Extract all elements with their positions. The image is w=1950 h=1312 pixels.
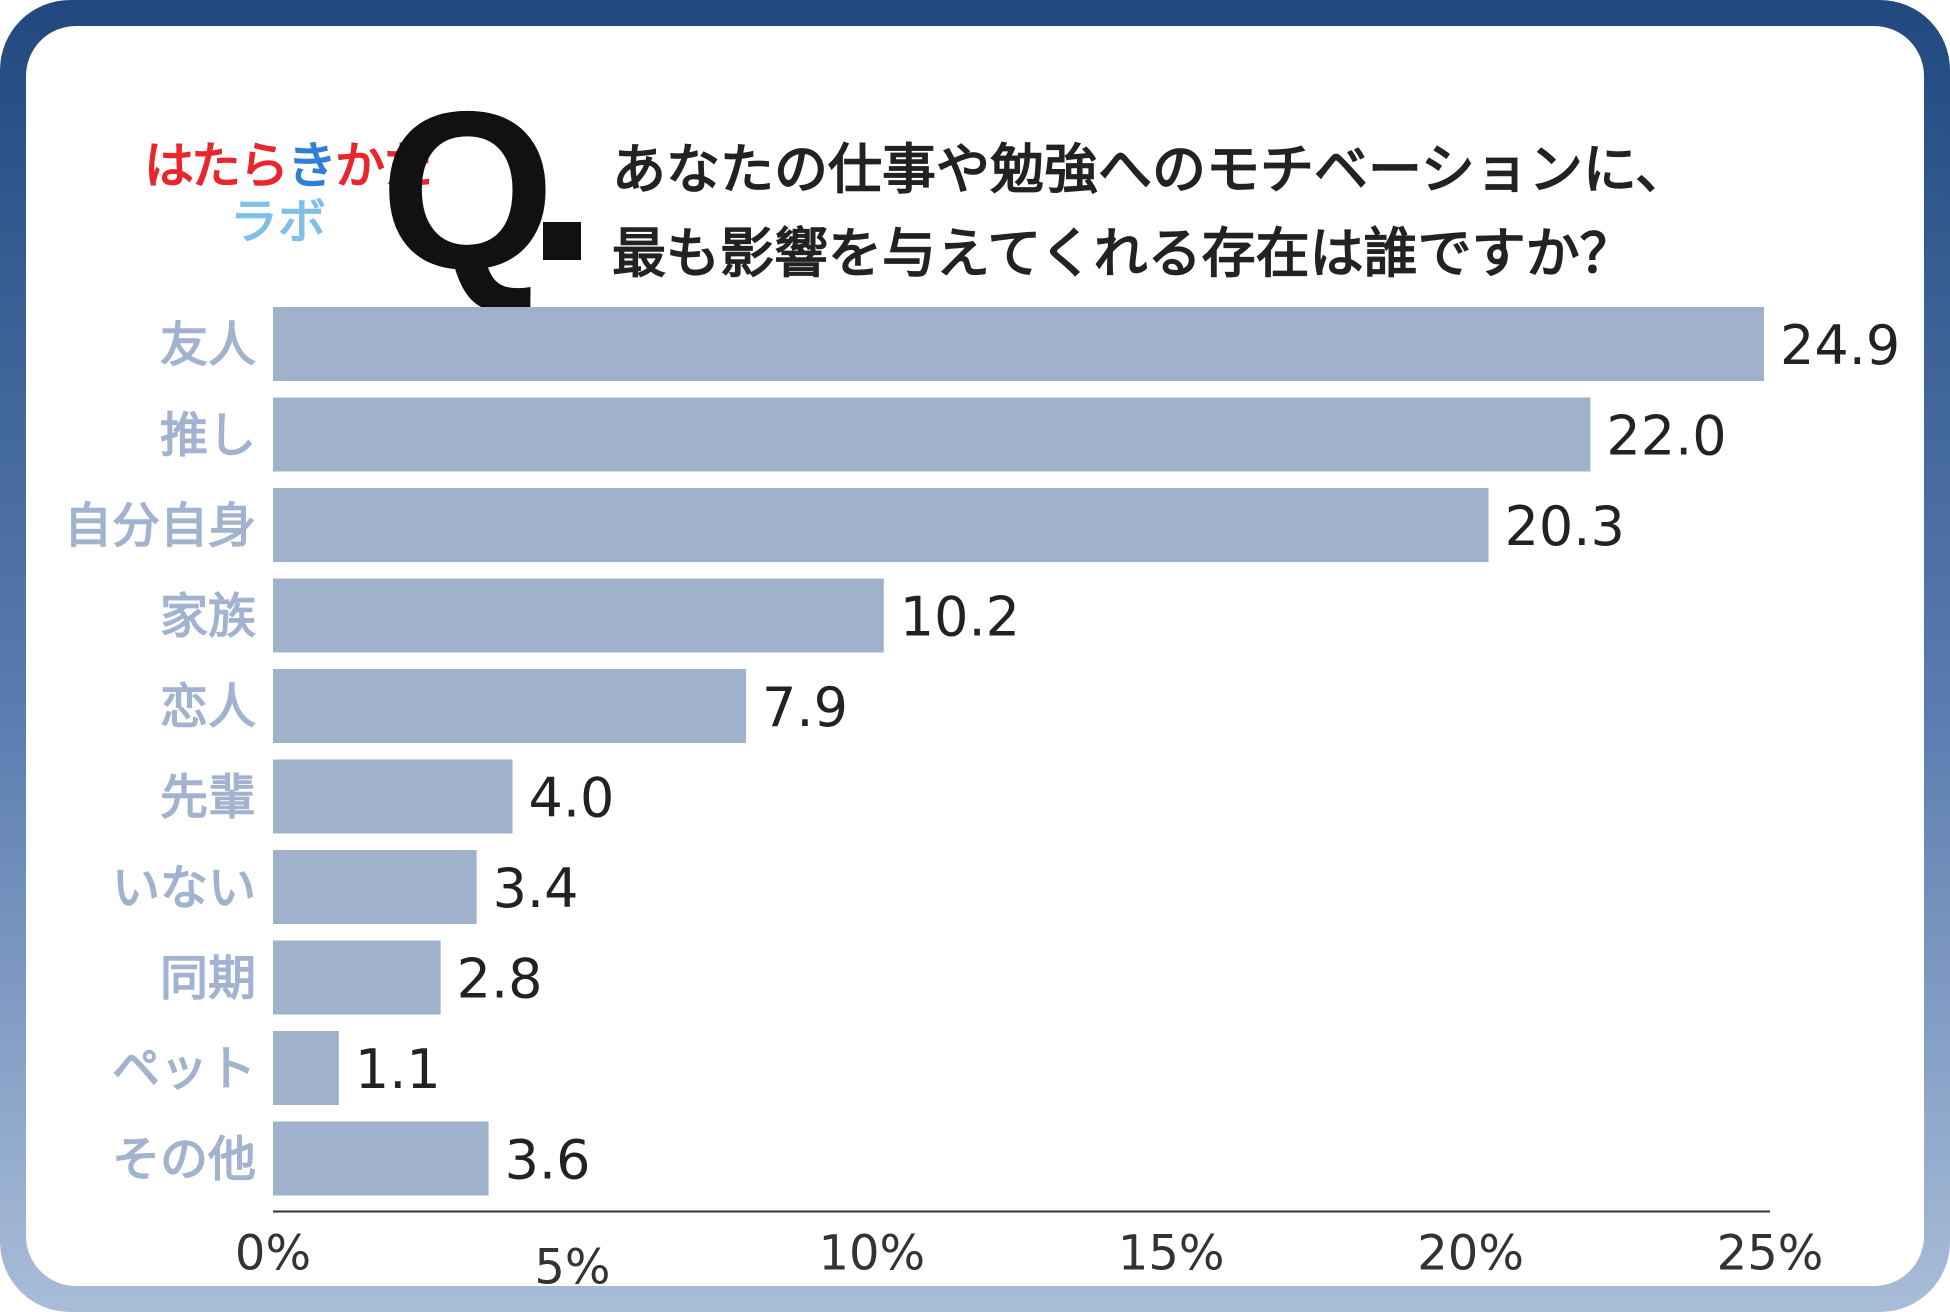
bar <box>273 940 441 1015</box>
category-label: 家族 <box>160 589 256 645</box>
logo-line-1: はたらきかた <box>144 126 433 198</box>
question-bullet-square <box>543 222 581 260</box>
value-label: 3.4 <box>493 857 579 920</box>
category-label: いない <box>112 860 256 916</box>
category-label: 推し <box>160 408 256 464</box>
question-text: あなたの仕事や勉強へのモチベーションに、 最も影響を与えてくれる存在は誰ですか？ <box>612 128 1872 296</box>
value-label: 7.9 <box>762 676 848 739</box>
x-tick-label: 20% <box>1417 1226 1524 1282</box>
category-label: 同期 <box>160 951 256 1007</box>
category-label: ペット <box>112 1041 256 1097</box>
value-label: 4.0 <box>529 767 615 830</box>
bar <box>273 850 477 924</box>
value-label: 2.8 <box>457 948 543 1011</box>
logo-char: き <box>287 137 337 195</box>
category-label: 恋人 <box>160 679 256 735</box>
x-tick-label: 0% <box>235 1226 311 1282</box>
question-mark-q: Q <box>380 64 556 316</box>
logo-char: か <box>335 137 385 195</box>
category-label: 自分自身 <box>64 498 256 554</box>
value-label: 1.1 <box>355 1038 441 1101</box>
bar <box>273 307 1765 381</box>
category-label: その他 <box>112 1132 256 1188</box>
logo-char: た <box>191 137 241 195</box>
question-line-1: あなたの仕事や勉強へのモチベーションに、 <box>612 138 1690 201</box>
value-label: 22.0 <box>1606 405 1726 468</box>
bar <box>273 759 513 834</box>
value-label: 10.2 <box>900 586 1020 649</box>
logo-char: は <box>144 137 193 195</box>
x-tick-label: 25% <box>1717 1226 1824 1282</box>
bar <box>273 1121 489 1196</box>
bar <box>273 397 1591 472</box>
category-label: 友人 <box>160 317 256 373</box>
x-tick-label: 10% <box>818 1226 925 1282</box>
card-panel: はたらきかた ラボ <box>26 26 1924 1286</box>
x-tick-label: 15% <box>1118 1226 1225 1282</box>
value-label: 3.6 <box>505 1129 591 1192</box>
value-label: 20.3 <box>1505 495 1625 558</box>
bar <box>273 578 884 653</box>
bar <box>273 669 747 743</box>
x-tick-label: 5% <box>534 1240 610 1296</box>
logo-char: た <box>383 137 433 195</box>
bar <box>273 1031 339 1105</box>
logo-line-2: ラボ <box>230 194 327 250</box>
value-label: 24.9 <box>1780 314 1900 377</box>
bar <box>273 488 1489 562</box>
category-label: 先輩 <box>160 770 256 826</box>
question-line-2: 最も影響を与えてくれる存在は誰ですか？ <box>612 222 1634 285</box>
logo-char: ら <box>239 137 289 195</box>
hatarakikata-lab-logo: はたらきかた ラボ <box>144 126 433 250</box>
